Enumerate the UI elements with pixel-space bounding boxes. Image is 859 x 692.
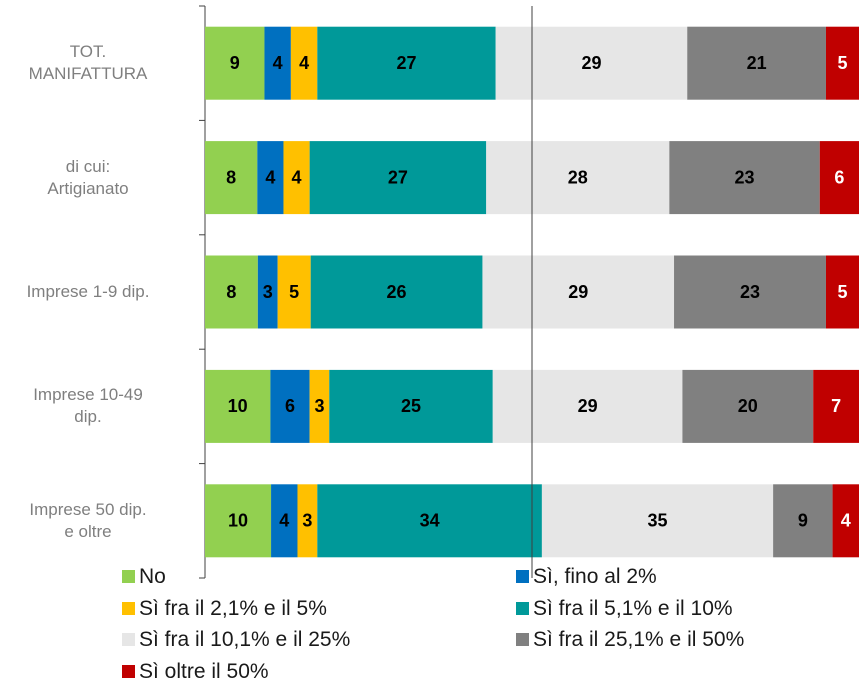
category-label: di cui: Artigianato: [47, 156, 129, 198]
bar-segment: [813, 369, 859, 443]
legend-swatch: [122, 633, 135, 646]
bar-segment: [290, 26, 318, 100]
bar-segment: [317, 484, 542, 558]
bar-segment: [205, 141, 258, 215]
value-label: 27: [388, 167, 408, 187]
legend-item: No: [122, 565, 166, 589]
bar-segment: [495, 26, 688, 100]
bar-segment: [825, 26, 859, 100]
legend-swatch: [516, 570, 529, 583]
bar-segment: [819, 141, 859, 215]
bar-segment: [271, 484, 298, 558]
bar-segment: [310, 255, 483, 329]
legend-swatch: [516, 601, 529, 615]
legend-label: Sì fra il 5,1% e il 10%: [533, 596, 733, 620]
bar-segment: [205, 255, 258, 329]
value-label: 29: [578, 396, 598, 416]
value-label: 20: [738, 396, 758, 416]
value-label: 8: [226, 167, 236, 187]
category-label: Imprese 1-9 dip.: [26, 282, 150, 301]
value-label: 29: [568, 282, 588, 302]
bar-segment: [492, 369, 683, 443]
bar-segment: [329, 369, 493, 443]
bar-segment: [825, 255, 859, 329]
value-label: 4: [273, 53, 283, 73]
legend-swatch: [122, 664, 135, 678]
legend-item: Sì fra il 2,1% e il 5%: [122, 597, 327, 621]
legend-swatch: [122, 570, 135, 583]
bar-segment: [317, 26, 496, 100]
bar-segment: [674, 255, 826, 329]
value-label: 9: [798, 511, 808, 531]
category-label: Imprese 10-49 dip.: [33, 385, 143, 427]
value-label: 6: [285, 396, 295, 416]
legend-label: Sì fra il 10,1% e il 25%: [139, 628, 351, 651]
value-label: 3: [302, 511, 312, 531]
bar-segment: [257, 141, 284, 215]
legend-swatch: [516, 633, 529, 646]
bar-segment: [309, 141, 487, 215]
bar-segment: [309, 369, 330, 443]
value-label: 35: [647, 511, 667, 531]
value-label: 28: [568, 167, 588, 187]
value-label: 25: [401, 396, 421, 416]
value-label: 26: [387, 282, 407, 302]
value-label: 7: [831, 396, 841, 416]
category-label: TOT. MANIFATTURA: [28, 42, 148, 84]
bar-segment: [270, 369, 310, 443]
value-label: 23: [740, 282, 760, 302]
value-label: 9: [230, 53, 240, 73]
bar-segment: [669, 141, 820, 215]
legend-label: Sì fra il 2,1% e il 5%: [139, 596, 327, 620]
legend-item: Sì oltre il 50%: [122, 660, 269, 684]
bar-segment: [832, 484, 859, 558]
value-label: 29: [581, 53, 601, 73]
category-label: Imprese 50 dip. e oltre: [29, 499, 147, 541]
bar-segment: [773, 484, 833, 558]
value-label: 4: [279, 511, 289, 531]
value-label: 3: [263, 282, 273, 302]
value-label: 21: [747, 53, 767, 73]
bar-segment: [205, 26, 265, 100]
value-label: 5: [837, 53, 847, 73]
legend-item: Sì fra il 10,1% e il 25%: [122, 628, 350, 652]
bar-segment: [205, 484, 272, 558]
legend-label: Sì, fino al 2%: [533, 565, 657, 588]
value-label: 5: [289, 282, 299, 302]
legend-item: Sì fra il 5,1% e il 10%: [516, 597, 733, 621]
value-label: 6: [834, 167, 844, 187]
bar-segment: [687, 26, 826, 100]
value-label: 4: [265, 167, 275, 187]
legend-swatch: [122, 601, 135, 615]
bar-segment: [277, 255, 311, 329]
legend-label: Sì fra il 25,1% e il 50%: [533, 628, 745, 651]
value-label: 4: [299, 53, 309, 73]
value-label: 34: [420, 511, 440, 531]
bar-segment: [486, 141, 670, 215]
bar-segment: [283, 141, 310, 215]
value-label: 4: [292, 167, 302, 187]
value-label: 23: [735, 167, 755, 187]
legend-item: Sì, fino al 2%: [516, 565, 657, 589]
bar-segment: [264, 26, 291, 100]
bar-segment: [297, 484, 318, 558]
legend-item: Sì fra il 25,1% e il 50%: [516, 628, 744, 652]
value-label: 10: [228, 511, 248, 531]
value-label: 4: [841, 511, 851, 531]
bar-segment: [257, 255, 278, 329]
value-label: 3: [314, 396, 324, 416]
bar-segment: [541, 484, 774, 558]
value-label: 10: [228, 396, 248, 416]
bar-segment: [205, 369, 271, 443]
bar-segment: [682, 369, 814, 443]
value-label: 5: [837, 282, 847, 302]
value-label: 27: [396, 53, 416, 73]
legend-label: No: [139, 565, 166, 588]
legend-label: Sì oltre il 50%: [139, 659, 269, 683]
bar-segment: [482, 255, 675, 329]
value-label: 8: [226, 282, 236, 302]
